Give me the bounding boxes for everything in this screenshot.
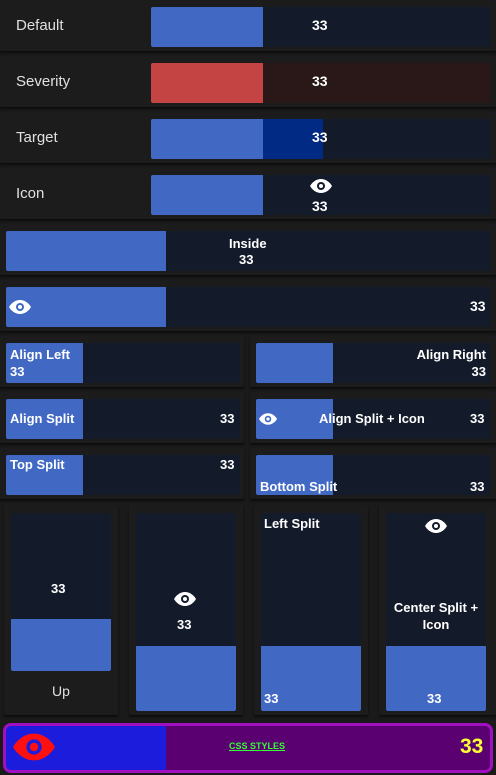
bar-label-css-styles: CSS STYLES: [229, 741, 286, 751]
bar-label-align-split-icon: Align Split + Icon: [319, 411, 425, 426]
bar-label-align-left: Align Left: [10, 347, 70, 362]
bar-value-inside: 33: [239, 252, 254, 267]
bar-value-align-left: 33: [10, 364, 25, 379]
bar-card-align-split: Align Split 33: [0, 392, 244, 443]
bar-label-top-split: Top Split: [10, 457, 65, 472]
bar-fill-icon-wide: [6, 287, 166, 327]
bar-card-target: Target 33: [0, 112, 496, 163]
bar-value-css-styles: 33: [460, 735, 484, 758]
bar-value-default: 33: [312, 17, 328, 33]
bar-card-align-right: Align Right 33: [250, 336, 496, 387]
bar-label-align-right: Align Right: [416, 347, 486, 362]
bar-label-align-split: Align Split: [10, 411, 75, 426]
vbar-value-center-split: 33: [427, 691, 442, 706]
eye-icon: [259, 413, 277, 425]
bar-card-align-left: Align Left 33: [0, 336, 244, 387]
vbar-track-left-split: [261, 513, 361, 711]
bar-fill-inside: [6, 231, 166, 271]
bar-value-bottom-split: 33: [470, 479, 485, 494]
vbar-value-up: 33: [51, 581, 66, 596]
bar-track-inside: [6, 231, 490, 271]
bar-label-icon: Icon: [16, 185, 45, 202]
vbar-label-up: Up: [52, 683, 70, 699]
eye-icon: [174, 592, 196, 606]
eye-icon: [13, 732, 55, 762]
bar-track-top-split: [6, 455, 240, 495]
bar-card-inside: Inside 33: [0, 224, 496, 275]
vbar-card-center-split: Center Split + Icon 33: [379, 505, 496, 715]
vbar-label-center-split: Center Split + Icon: [393, 600, 479, 632]
bar-label-default: Default: [16, 17, 64, 34]
bar-card-top-split: Top Split 33: [0, 448, 244, 499]
bar-card-icon: Icon 33: [0, 168, 496, 219]
bar-value-align-split-icon: 33: [470, 411, 485, 426]
vbar-card-left-split: Left Split 33: [254, 505, 368, 715]
bar-value-target: 33: [312, 129, 328, 145]
bar-card-icon-wide: 33: [0, 280, 496, 331]
bar-card-css-styles: CSS STYLES 33: [0, 720, 496, 775]
bar-value-icon: 33: [312, 198, 328, 214]
bar-value-icon-wide: 33: [470, 298, 486, 314]
bar-label-target: Target: [16, 129, 58, 146]
vbar-label-left-split: Left Split: [264, 516, 320, 531]
vbar-track-icon: [136, 513, 236, 711]
vbar-fill-up: [11, 619, 111, 671]
bar-fill-align-right: [256, 343, 333, 383]
bar-fill-default: [151, 7, 263, 47]
vbar-card-up: 33 Up: [4, 505, 118, 715]
bar-card-bottom-split: Bottom Split 33: [250, 448, 496, 499]
bar-track-icon: [151, 175, 490, 215]
bar-track-severity: [151, 63, 490, 103]
vbar-fill-center-split: [386, 646, 486, 711]
bar-track-bottom-split: [256, 455, 490, 495]
vbar-card-icon: 33: [129, 505, 243, 715]
bar-fill-severity: [151, 63, 263, 103]
eye-icon: [9, 300, 31, 314]
bar-fill-target: [151, 119, 263, 159]
bar-card-default: Default 33: [0, 0, 496, 51]
bar-value-top-split: 33: [220, 457, 235, 472]
eye-icon: [425, 519, 447, 533]
bar-value-severity: 33: [312, 73, 328, 89]
vbar-fill-icon: [136, 646, 236, 711]
bar-label-inside: Inside: [229, 236, 267, 251]
bar-track-icon-wide: [6, 287, 490, 327]
bar-track-target: [151, 119, 490, 159]
bar-fill-bottom-split: [256, 455, 333, 495]
vbar-fill-left-split: [261, 646, 361, 711]
bar-label-bottom-split: Bottom Split: [260, 479, 338, 494]
bar-target-region: [263, 119, 323, 159]
eye-icon: [310, 179, 332, 193]
vbar-track-center-split: [386, 513, 486, 711]
vbar-value-left-split: 33: [264, 691, 279, 706]
bar-track-align-right: [256, 343, 490, 383]
bar-value-align-right: 33: [471, 364, 486, 379]
bar-track-css-styles: [3, 723, 493, 773]
vbar-track-up: [11, 513, 111, 671]
bar-fill-align-left: [6, 343, 83, 383]
bar-card-align-split-icon: Align Split + Icon 33: [250, 392, 496, 443]
bar-fill-top-split: [6, 455, 83, 495]
bar-card-severity: Severity 33: [0, 56, 496, 107]
vbar-value-icon: 33: [177, 617, 192, 632]
bar-track-align-split-icon: [256, 399, 490, 439]
bar-track-align-left: [6, 343, 240, 383]
bar-track-default: [151, 7, 490, 47]
bar-value-align-split: 33: [220, 411, 235, 426]
bar-fill-icon: [151, 175, 263, 215]
bar-track-align-split: [6, 399, 240, 439]
bar-fill-align-split: [6, 399, 83, 439]
bar-label-severity: Severity: [16, 73, 71, 90]
